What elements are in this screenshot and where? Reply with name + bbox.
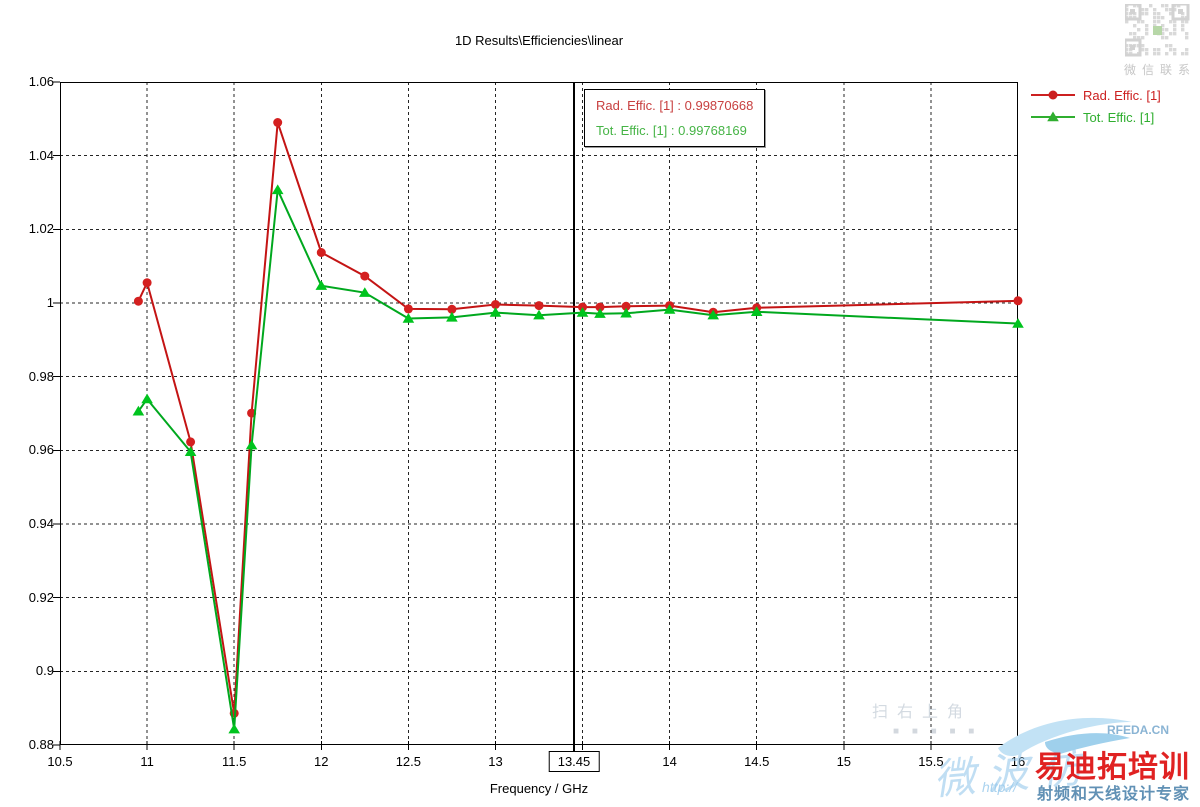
series-0-marker	[1013, 296, 1023, 306]
y-tick-label: 0.98	[28, 368, 54, 384]
legend-label: Rad. Effic. [1]	[1083, 87, 1161, 103]
series-1-marker	[245, 439, 258, 450]
series-0-marker	[534, 301, 544, 311]
y-tick-label: 0.92	[28, 589, 54, 605]
chart-area[interactable]	[53, 81, 1024, 752]
series-0-marker	[142, 278, 152, 288]
x-tick-label: 12.5	[395, 754, 422, 769]
y-tick-label: 1.02	[28, 221, 54, 237]
plot-frame	[53, 81, 1024, 752]
wechat-qr-code	[1125, 4, 1190, 57]
series-1-marker	[489, 307, 502, 317]
series-1-marker	[132, 405, 145, 416]
legend-item: Rad. Effic. [1]	[1030, 84, 1161, 106]
x-tick-label: 16	[1010, 754, 1026, 769]
series-1-marker	[1012, 318, 1024, 328]
y-tick-label: 0.96	[28, 442, 54, 458]
series-1-marker	[576, 307, 589, 317]
legend-marker-icon	[1031, 111, 1075, 122]
x-tick-label: 12	[314, 754, 329, 769]
series-1-marker	[359, 287, 371, 297]
plot-title: 1D Results\Efficiencies\linear	[454, 33, 624, 48]
brand-name: 易迪拓培训	[1035, 751, 1190, 784]
series-0-marker	[360, 271, 370, 281]
x-axis-title: Frequency / GHz	[489, 781, 589, 796]
series-1-marker	[271, 184, 284, 195]
series-0-marker	[595, 302, 605, 312]
url-watermark: http://	[982, 779, 1018, 795]
series-0-marker	[316, 248, 326, 257]
series-1-marker	[315, 280, 328, 290]
series-1-marker	[750, 306, 763, 316]
series-1-marker	[620, 307, 632, 318]
marker-readout-line: Rad. Effic. [1] : 0.99870668	[596, 98, 754, 113]
qr-caption: 微信联系	[1124, 63, 1197, 77]
brand-tagline: 射频和天线设计专家	[1037, 786, 1191, 803]
series-1-marker	[184, 446, 197, 456]
x-tick-label: 11.5	[222, 754, 247, 769]
faint-watermark-squares: ■ ■ ■ ■ ■	[893, 726, 980, 737]
series-0-marker	[186, 437, 196, 447]
series-1-marker	[594, 308, 606, 318]
series-0-line[interactable]	[137, 122, 1019, 714]
y-tick-label: 0.94	[28, 516, 54, 531]
x-tick-label: 11	[140, 754, 154, 769]
series-0-marker	[273, 118, 283, 127]
x-tick-label: 10.5	[47, 754, 73, 769]
y-tick-label: 1	[46, 295, 54, 310]
series-1-line[interactable]	[137, 186, 1019, 730]
legend-item: Tot. Effic. [1]	[1030, 106, 1161, 128]
x-tick-label: 14	[662, 754, 677, 769]
series-0-marker	[621, 301, 631, 311]
series-0-marker	[491, 300, 500, 309]
y-tick-label: 0.88	[28, 737, 54, 752]
axis-marker-value-box[interactable]: 13.45	[548, 751, 600, 772]
series-0-marker	[133, 296, 143, 306]
legend-marker-icon	[1031, 90, 1075, 100]
y-tick-label: 1.04	[28, 147, 54, 163]
series-0-marker	[403, 304, 413, 314]
series-0-marker	[447, 304, 457, 314]
series-1-marker	[228, 723, 240, 734]
series-1-marker	[402, 313, 415, 323]
y-tick-label: 0.9	[35, 663, 54, 679]
x-tick-label: 13	[488, 754, 503, 769]
series-1-marker	[141, 393, 153, 404]
brand-domain: RFEDA.CN	[1107, 723, 1169, 737]
series-1-marker	[663, 304, 676, 314]
x-tick-label: 15.5	[918, 754, 944, 769]
faint-watermark-text: 扫右上角	[872, 704, 973, 721]
brand-swoosh-logo	[998, 717, 1132, 756]
legend-label: Tot. Effic. [1]	[1083, 109, 1155, 125]
marker-readout-box[interactable]: Rad. Effic. [1] : 0.99870668 Tot. Effic. …	[584, 89, 766, 147]
marker-readout-line: Tot. Effic. [1] : 0.99768169	[596, 123, 747, 138]
x-tick-label: 15	[836, 754, 852, 769]
series-1-marker	[446, 311, 458, 322]
y-tick-label: 1.06	[28, 74, 54, 89]
series-1-marker	[533, 309, 545, 320]
series-1-marker	[707, 309, 719, 320]
legend: Rad. Effic. [1] Tot. Effic. [1]	[1030, 84, 1161, 128]
x-tick-label: 14.5	[744, 754, 770, 769]
